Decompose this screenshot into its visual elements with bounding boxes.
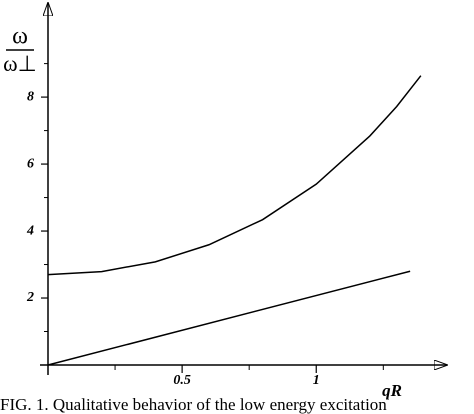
y-label-denominator: ω⊥	[3, 51, 37, 76]
caption: FIG. 1. Qualitative behavior of the low …	[0, 395, 387, 414]
x-label: qR	[382, 381, 402, 400]
curve	[47, 270, 411, 366]
x-tick-label: 0.5	[173, 373, 191, 388]
y-tick-label: 8	[27, 89, 34, 104]
y-label-numerator: ω	[12, 24, 28, 50]
curve	[47, 75, 422, 276]
y-tick-label: 2	[26, 290, 34, 305]
y-tick-label: 6	[27, 156, 34, 171]
y-tick-label: 4	[26, 223, 34, 238]
x-tick-label: 1	[313, 373, 320, 388]
